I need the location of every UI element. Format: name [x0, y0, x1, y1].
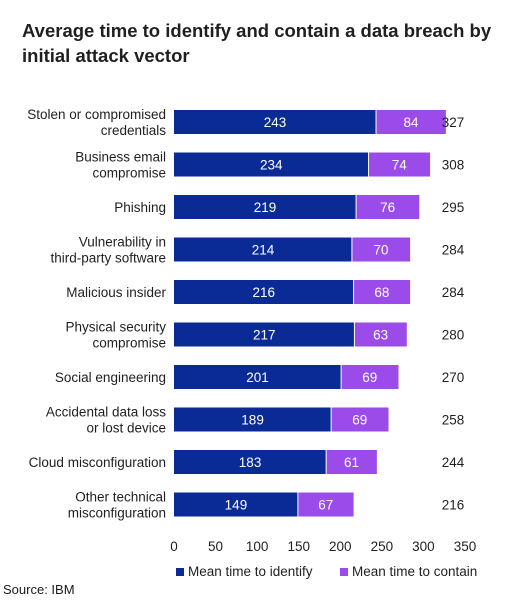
bar-contain [331, 407, 389, 432]
bar-contain [351, 237, 411, 262]
value-label-identify: 149 [225, 498, 248, 513]
total-label: 327 [442, 115, 465, 130]
source-note: Source: IBM [3, 582, 75, 597]
category-label-line: misconfiguration [68, 506, 166, 521]
x-tick-label: 250 [371, 539, 394, 554]
x-tick-label: 150 [287, 539, 310, 554]
bar-identify [174, 280, 354, 304]
total-label: 216 [442, 498, 465, 513]
bar-identify [174, 152, 369, 177]
category-label: Accidental data loss or lost device [46, 405, 166, 436]
category-label-line: compromise [92, 166, 166, 181]
total-label: 295 [442, 200, 465, 215]
value-label-identify: 216 [253, 285, 276, 300]
legend: Mean time to identify Mean time to contai… [176, 564, 477, 579]
chart-title: Average time to identify and contain a d… [22, 20, 492, 66]
value-label-contain: 84 [403, 115, 419, 130]
category-label-line: credentials [101, 123, 167, 138]
category-label-line: or lost device [86, 421, 166, 436]
total-label: 284 [442, 243, 465, 258]
category-label-line: Malicious insider [66, 285, 166, 300]
category-label: Social engineering [55, 370, 166, 385]
bar-contain [368, 152, 431, 177]
category-label: Phishing [114, 200, 166, 215]
value-label-identify: 217 [253, 328, 276, 343]
category-label: Physical security compromise [65, 320, 166, 351]
x-tick-label: 350 [454, 539, 477, 554]
category-label-line: Cloud misconfiguration [29, 455, 166, 470]
value-label-contain: 68 [374, 285, 389, 300]
category-label: Other technical misconfiguration [68, 490, 166, 521]
bar-identify [174, 407, 332, 432]
total-label: 270 [442, 370, 465, 385]
value-label-contain: 63 [373, 328, 388, 343]
category-label-line: Other technical [75, 490, 166, 505]
legend-swatch-identify [176, 568, 184, 576]
total-label: 244 [442, 455, 465, 470]
value-label-contain: 61 [344, 455, 359, 470]
category-label-line: Physical security [65, 320, 166, 335]
total-label: 284 [442, 285, 465, 300]
bar-identify [174, 110, 377, 134]
value-label-contain: 69 [362, 370, 377, 385]
value-label-identify: 243 [264, 115, 287, 130]
value-label-identify: 201 [246, 370, 269, 385]
total-label: 280 [442, 328, 465, 343]
x-tick-label: 200 [329, 539, 352, 554]
value-label-identify: 214 [252, 243, 275, 258]
legend-label-contain: Mean time to contain [352, 564, 477, 579]
category-label: Cloud misconfiguration [29, 455, 166, 470]
value-label-identify: 183 [239, 455, 262, 470]
legend-label-identify: Mean time to identify [188, 564, 313, 579]
bar-contain [356, 195, 420, 219]
category-label-line: Accidental data loss [46, 405, 166, 420]
bars-layer [174, 110, 446, 517]
value-label-identify: 219 [254, 200, 277, 215]
value-label-identify: 189 [241, 413, 264, 428]
category-label: Vulnerability in third-party software [50, 235, 166, 266]
bar-contain [341, 365, 399, 389]
value-label-contain: 76 [380, 200, 395, 215]
category-label-line: Business email [75, 150, 166, 165]
bar-identify [174, 237, 352, 262]
bar-contain [376, 110, 446, 134]
bar-contain [297, 492, 354, 517]
legend-swatch-contain [340, 568, 348, 576]
category-label-line: Social engineering [55, 370, 166, 385]
x-tick-label: 50 [208, 539, 223, 554]
value-label-contain: 70 [374, 243, 389, 258]
value-label-contain: 67 [318, 498, 333, 513]
value-label-contain: 74 [392, 158, 408, 173]
bar-contain [354, 322, 407, 347]
category-label: Malicious insider [66, 285, 166, 300]
bar-identify [174, 492, 298, 517]
bar-contain [353, 280, 411, 304]
x-tick-label: 100 [246, 539, 269, 554]
labels-layer: Stolen or compromised credentials 243 84 327… [27, 107, 465, 521]
category-label-line: third-party software [50, 251, 166, 266]
total-label: 308 [442, 158, 465, 173]
bar-identify [174, 195, 357, 219]
x-tick-label: 300 [412, 539, 435, 554]
bar-contain [326, 450, 377, 474]
total-label: 258 [442, 413, 465, 428]
x-axis: 0 50 100 150 200 250 300 350 [170, 539, 476, 554]
bar-identify [174, 322, 355, 347]
category-label-line: compromise [92, 336, 166, 351]
value-label-identify: 234 [260, 158, 283, 173]
value-label-contain: 69 [352, 413, 367, 428]
x-tick-label: 0 [170, 539, 178, 554]
bar-identify [174, 450, 327, 474]
category-label-line: Phishing [114, 200, 166, 215]
category-label: Stolen or compromised credentials [27, 107, 166, 138]
category-label: Business email compromise [75, 150, 166, 181]
category-label-line: Stolen or compromised [27, 107, 166, 122]
bar-identify [174, 365, 342, 389]
category-label-line: Vulnerability in [79, 235, 166, 250]
